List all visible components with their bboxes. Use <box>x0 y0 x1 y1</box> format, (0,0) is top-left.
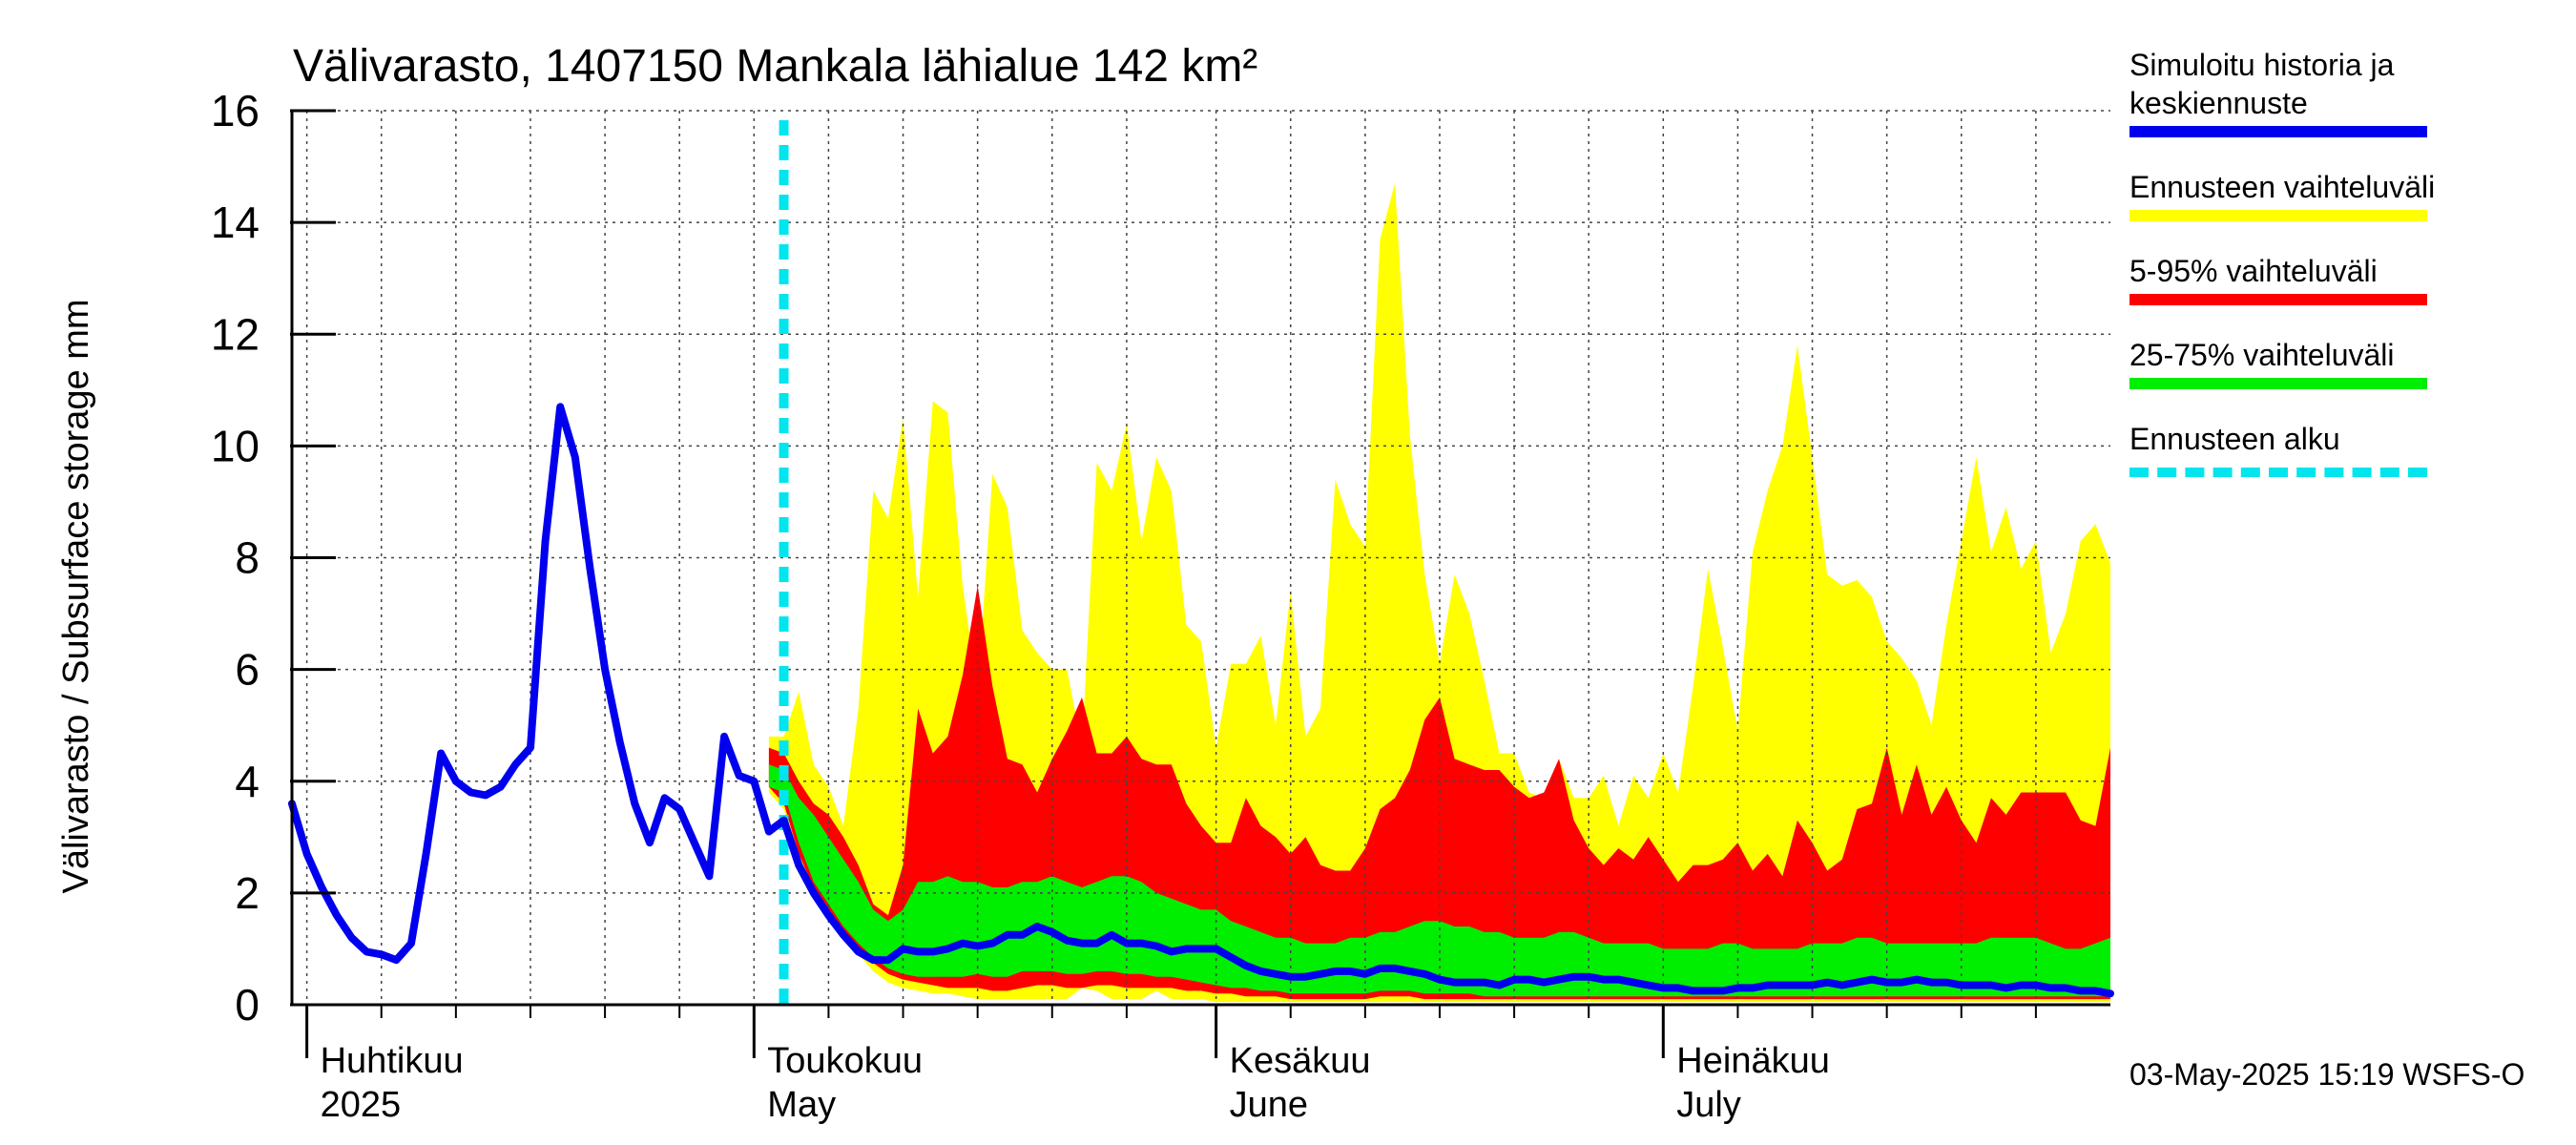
y-tick-label: 10 <box>211 421 260 470</box>
x-month-label-en: July <box>1676 1085 1741 1125</box>
legend-item-p5-95: 5-95% vaihteluväli <box>2129 252 2444 305</box>
y-tick-label: 0 <box>235 980 260 1030</box>
grid <box>292 110 2110 1005</box>
x-month-label-en: June <box>1230 1085 1308 1125</box>
chart-title: Välivarasto, 1407150 Mankala lähialue 14… <box>293 41 1257 92</box>
x-month-label: Kesäkuu <box>1230 1041 1371 1081</box>
x-month-label-en: 2025 <box>321 1085 402 1125</box>
legend-swatch-green <box>2129 378 2427 389</box>
legend-swatch-yellow <box>2129 210 2427 221</box>
legend-label: 5-95% vaihteluväli <box>2129 254 2378 288</box>
y-tick-label: 2 <box>235 868 260 918</box>
legend-item-p25-75: 25-75% vaihteluväli <box>2129 336 2444 389</box>
legend-label: Ennusteen vaihteluväli <box>2129 170 2436 204</box>
legend-swatch-red <box>2129 294 2427 305</box>
y-tick-label: 14 <box>211 198 260 247</box>
median-series <box>288 120 2114 1005</box>
y-tick-label: 6 <box>235 645 260 695</box>
legend-item-range: Ennusteen vaihteluväli <box>2129 168 2444 221</box>
timestamp-footer: 03-May-2025 15:19 WSFS-O <box>2129 1057 2525 1092</box>
legend-label: Ennusteen alku <box>2129 422 2340 456</box>
legend-item-forecast-start: Ennusteen alku <box>2129 420 2444 477</box>
legend-swatch-cyan-dashed <box>2129 468 2427 477</box>
legend-label: Simuloitu historia ja keskiennuste <box>2129 48 2395 120</box>
legend-item-median: Simuloitu historia ja keskiennuste <box>2129 46 2444 137</box>
x-month-label: Heinäkuu <box>1676 1041 1830 1081</box>
series-line-0 <box>288 403 2114 998</box>
x-month-label: Huhtikuu <box>321 1041 464 1081</box>
y-axis-label: Välivarasto / Subsurface storage mm <box>56 299 96 893</box>
y-tick-label: 8 <box>235 533 260 583</box>
legend-swatch-blue <box>2129 126 2427 137</box>
y-tick-label: 4 <box>235 757 260 806</box>
y-tick-label: 12 <box>211 309 260 359</box>
x-month-label-en: May <box>767 1085 836 1125</box>
legend-label: 25-75% vaihteluväli <box>2129 338 2395 372</box>
x-month-label: Toukokuu <box>767 1041 923 1081</box>
legend: Simuloitu historia ja keskiennuste Ennus… <box>2129 46 2444 508</box>
y-tick-label: 16 <box>211 86 260 135</box>
